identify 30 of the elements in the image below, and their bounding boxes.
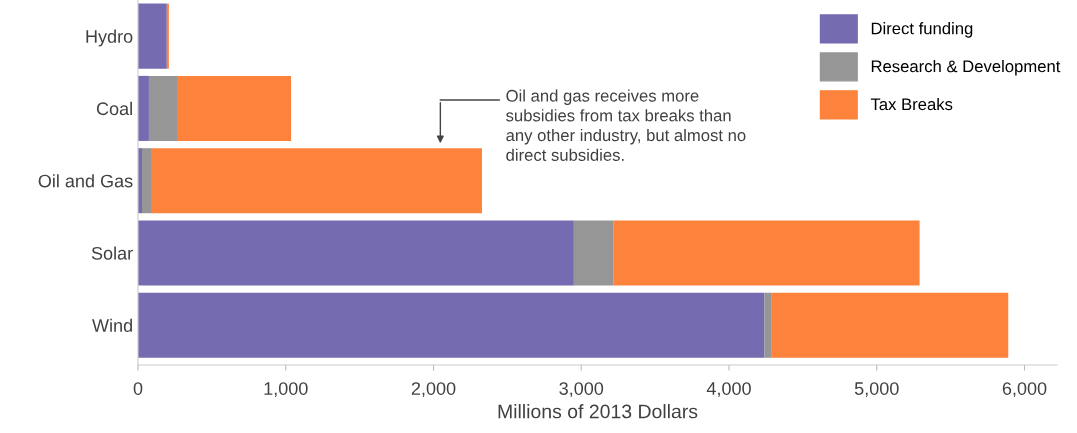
y-tick-label: Wind [92, 318, 132, 332]
x-tick-label: 2,000 [411, 382, 456, 398]
y-tick-label: Hydro [86, 29, 133, 47]
annotation: Oil and gas receives more subsidies from tax breaks than any other industry, but almost no direct subsidies. [506, 89, 746, 161]
legend-label: Tax Breaks [870, 97, 953, 111]
x-tick-label: 4,000 [706, 382, 751, 398]
y-tick-label: Solar [91, 246, 133, 260]
bar [138, 75, 149, 141]
x-axis-title: Millions of 2013 Dollars [498, 404, 698, 419]
x-tick-label: 0 [133, 382, 143, 395]
bar [573, 220, 614, 286]
bar [141, 148, 151, 214]
x-tick-label: 6,000 [1002, 382, 1047, 398]
bar [177, 75, 292, 141]
x-tick-label: 3,000 [559, 382, 604, 398]
y-tick-label: Oil and Gas [38, 174, 133, 188]
x-tick-label: 1,000 [264, 382, 308, 398]
bar [613, 220, 920, 286]
bar [138, 220, 574, 286]
bar [771, 292, 1009, 358]
bar [151, 148, 482, 214]
y-tick-label: Coal [96, 101, 132, 116]
legend-label: Direct funding [871, 22, 973, 38]
bar [148, 75, 178, 141]
bar [764, 292, 772, 358]
x-tick-label: 5,000 [854, 382, 899, 398]
legend-label: Research & Development [871, 60, 1061, 76]
bar [166, 3, 169, 69]
bar [138, 3, 167, 69]
bar [138, 292, 765, 358]
